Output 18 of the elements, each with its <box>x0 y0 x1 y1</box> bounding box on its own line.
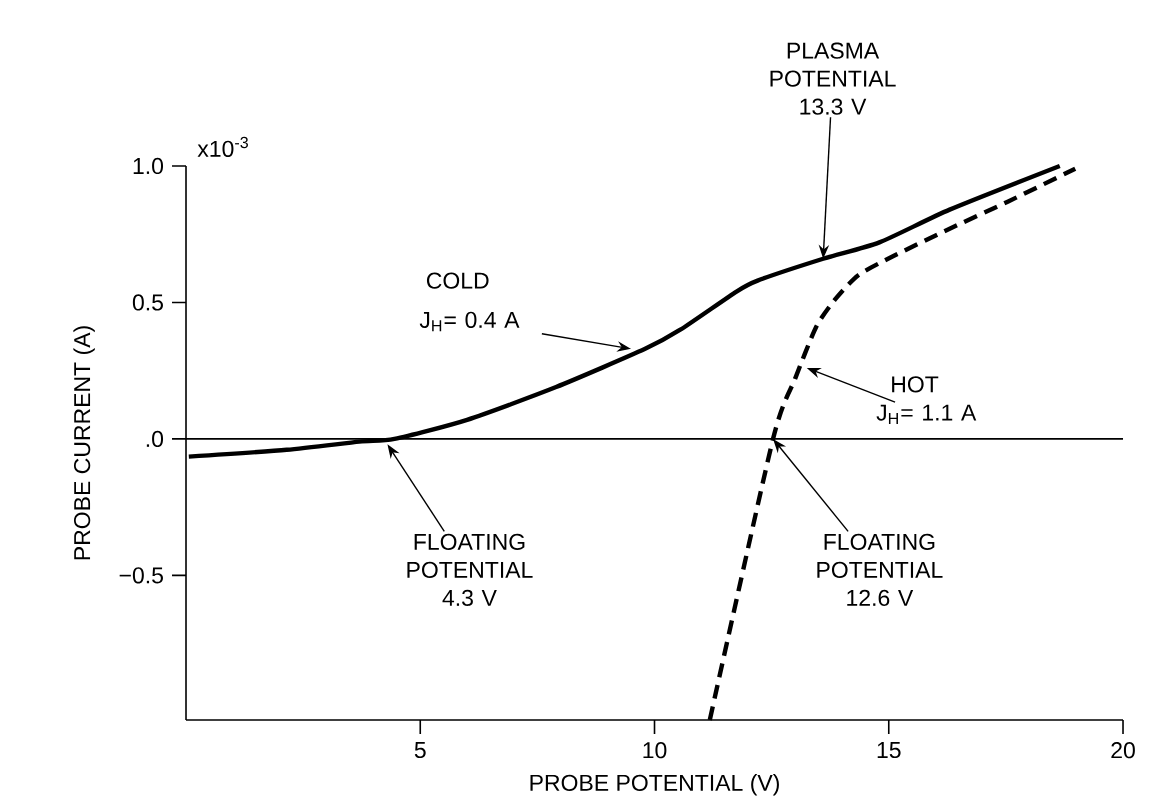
x-tick-label: 10 <box>643 742 667 759</box>
annotation: FLOATING POTENTIAL 12.6 V <box>817 533 943 607</box>
x-tick-label: 15 <box>877 742 901 759</box>
annotation: HOT <box>892 376 939 393</box>
y-tick-label: −0.5 <box>119 567 163 584</box>
annotation: COLD <box>426 272 489 289</box>
annotation: J$_{H}$= 1.1 A <box>876 404 977 425</box>
x-tick-label: 5 <box>414 742 426 759</box>
y-tick-label: .0 <box>146 430 164 448</box>
annotation: FLOATING POTENTIAL 4.3 V <box>407 533 533 607</box>
x-axis-title: PROBE POTENTIAL (V) <box>530 774 779 796</box>
annotation: PLASMA POTENTIAL 13.3 V <box>770 42 896 115</box>
x-tick-label: 20 <box>1111 742 1135 759</box>
y-axis-title: PROBE CURRENT (A) <box>73 326 95 560</box>
y-tick-label: 0.5 <box>132 294 163 311</box>
text: x10$^{-3}$ <box>197 136 248 157</box>
annotation: J$_{H}$= 0.4 A <box>419 311 520 332</box>
y-tick-label: 1.0 <box>133 157 164 175</box>
